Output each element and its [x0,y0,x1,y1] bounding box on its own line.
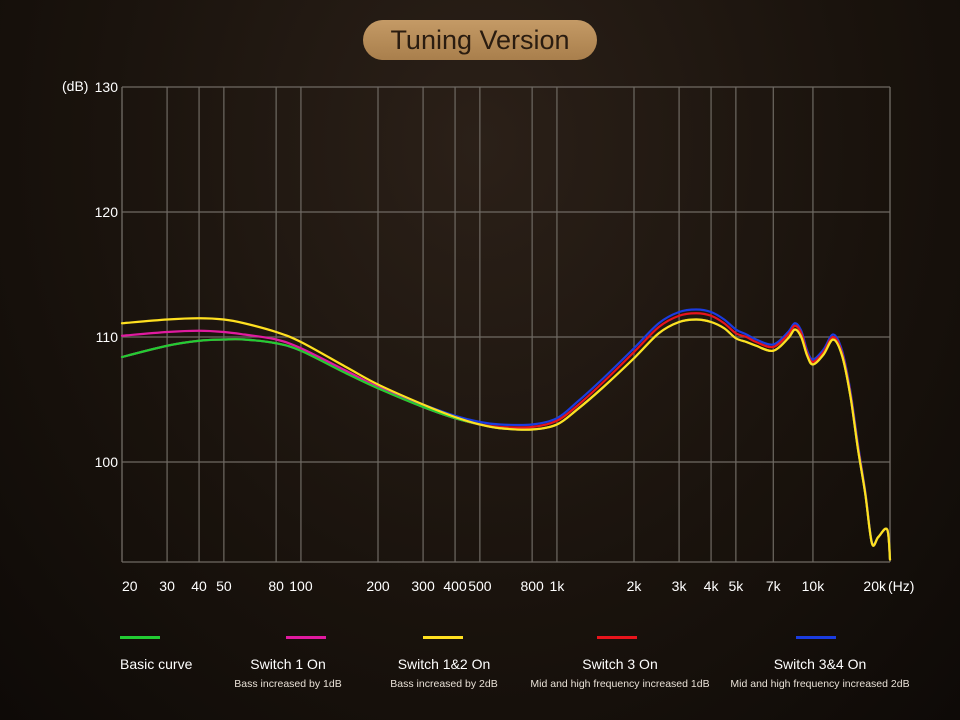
x-tick-label: 20k [863,578,887,594]
x-tick-label: 30 [159,578,175,594]
x-axis-unit-label: (Hz) [888,578,914,594]
x-tick-label: 2k [627,578,643,594]
x-tick-label: 3k [672,578,688,594]
legend-series-description: Bass increased by 1dB [234,678,342,690]
x-tick-label: 400 [443,578,467,594]
grid [121,86,891,563]
legend-swatch [423,636,463,639]
chart-title: Tuning Version [363,20,597,60]
legend: Basic curve Switch 1 On Bass increased by … [0,628,960,720]
y-tick-label: 110 [96,329,119,345]
x-tick-label: 4k [704,578,720,594]
legend-series-description: Mid and high frequency increased 1dB [530,678,710,690]
legend-swatch [286,636,326,639]
series [120,308,892,561]
series-line-switch-1-2-on [120,317,892,561]
x-tick-label: 10k [802,578,826,594]
y-tick-label: 120 [95,204,119,220]
legend-series-name: Switch 1 On [250,656,326,672]
legend-swatch [796,636,836,639]
axes: 20 30 40 50 80 100 200 300 400 500 800 1k 2k 3k 4k 5k 7k… [95,79,887,594]
x-tick-label: 20 [122,578,138,594]
frequency-response-chart: 20 30 40 50 80 100 200 300 400 500 800 1k 2k 3k 4k 5k 7k… [62,78,914,594]
legend-series-description: Mid and high frequency increased 2dB [730,678,910,690]
x-tick-label: 500 [468,578,492,594]
x-tick-label: 200 [366,578,390,594]
legend-series-name: Switch 3 On [582,656,658,672]
legend-series-description: Bass increased by 2dB [390,678,498,690]
y-tick-label: 130 [95,79,119,95]
y-tick-label: 100 [95,454,119,470]
x-tick-label: 800 [520,578,544,594]
legend-series-name: Switch 3&4 On [773,656,867,672]
x-tick-label: 80 [268,578,284,594]
legend-series-name: Switch 1&2 On [397,656,491,672]
x-tick-label: 40 [191,578,207,594]
y-axis-unit-label: (dB) [62,78,88,94]
x-tick-label: 50 [216,578,232,594]
x-tick-label: 100 [289,578,313,594]
legend-series-name: Basic curve [120,656,193,672]
x-tick-label: 5k [728,578,744,594]
x-tick-label: 1k [550,578,566,594]
x-tick-label: 7k [766,578,782,594]
x-tick-label: 300 [411,578,435,594]
series-line-basic-curve [120,318,892,561]
legend-swatch [120,636,160,639]
series-line-switch-1-on [120,318,892,561]
legend-swatch [597,636,637,639]
